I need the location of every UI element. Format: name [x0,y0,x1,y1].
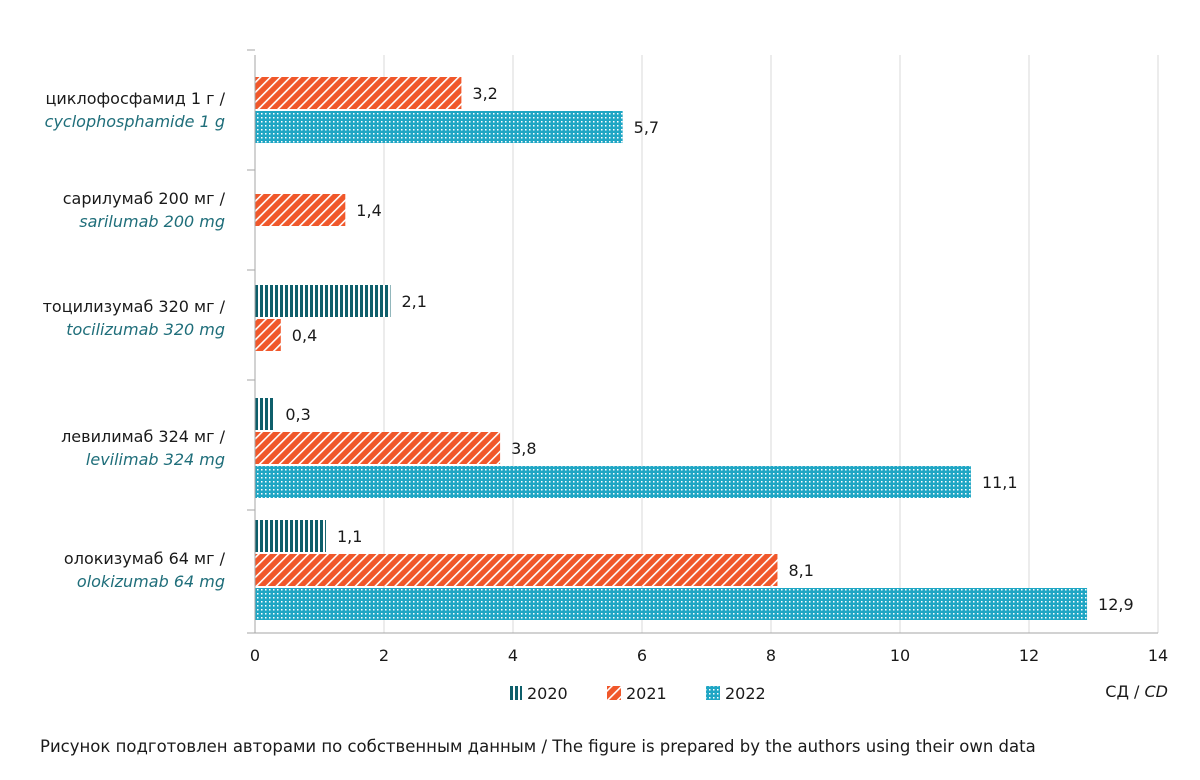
x-axis-unit-label: СД / CD [1105,682,1168,701]
bar-2020 [255,398,275,430]
figure-caption: Рисунок подготовлен авторами по собствен… [40,737,1036,756]
category-label-ru: левилимаб 324 мг / [61,427,226,446]
data-label-2020: 1,1 [337,527,362,546]
legend-swatch-2022 [706,686,720,700]
category-label-en: tocilizumab 320 mg [66,320,225,339]
bar-2021 [255,319,281,351]
bar-2020 [255,285,391,317]
data-label-2021: 0,4 [292,326,317,345]
legend-swatch-2020 [508,686,522,700]
data-label-2022: 11,1 [982,473,1018,492]
category-label-en: sarilumab 200 mg [79,212,225,231]
data-label-2021: 1,4 [356,201,381,220]
legend: 2020 2021 2022 [508,684,766,703]
x-tick-label: 8 [766,646,776,665]
bar-2021 [255,77,462,109]
category-label-en: cyclophosphamide 1 g [45,112,225,131]
gridlines [383,55,1159,633]
data-label-2020: 2,1 [401,292,426,311]
bar-2020 [255,520,326,552]
category-label-ru: тоцилизумаб 320 мг / [43,297,226,316]
data-label-2021: 3,8 [511,439,536,458]
category-label-en: olokizumab 64 mg [77,572,225,591]
x-tick-label: 14 [1148,646,1168,665]
bar-2021 [255,432,501,464]
category-label-ru: сарилумаб 200 мг / [63,189,226,208]
x-tick-label: 6 [637,646,647,665]
category-label-ru: олокизумаб 64 мг / [64,549,226,568]
category-labels: циклофосфамид 1 г / cyclophosphamide 1 g с… [43,89,226,591]
legend-label-2022: 2022 [725,684,766,703]
legend-label-2021: 2021 [626,684,667,703]
x-tick-label: 12 [1019,646,1039,665]
x-tick-label: 10 [890,646,910,665]
data-label-2021: 3,2 [472,84,497,103]
x-tick-label: 0 [250,646,260,665]
bar-chart: 3,2 5,7 1,4 2,1 0,4 0,3 3,8 11,1 1,1 8,1 12,9 цикл… [43,49,1168,703]
x-tick-label: 4 [508,646,518,665]
bars: 3,2 5,7 1,4 2,1 0,4 0,3 3,8 11,1 1,1 8,1 12,9 [255,77,1134,620]
category-label-ru: циклофосфамид 1 г / [46,89,226,108]
bar-2021 [255,194,346,226]
data-label-2022: 5,7 [634,118,659,137]
bar-2022 [255,111,623,143]
bar-2022 [255,466,971,498]
data-label-2022: 12,9 [1098,595,1134,614]
data-label-2021: 8,1 [788,561,813,580]
bar-2022 [255,588,1088,620]
category-label-en: levilimab 324 mg [86,450,225,469]
legend-swatch-2021 [607,686,621,700]
legend-label-2020: 2020 [527,684,568,703]
x-axis-unit-en: CD [1145,682,1169,701]
data-label-2020: 0,3 [285,405,310,424]
x-axis-unit-ru: СД / [1105,682,1144,701]
x-tick-label: 2 [379,646,389,665]
bar-2021 [255,554,778,586]
